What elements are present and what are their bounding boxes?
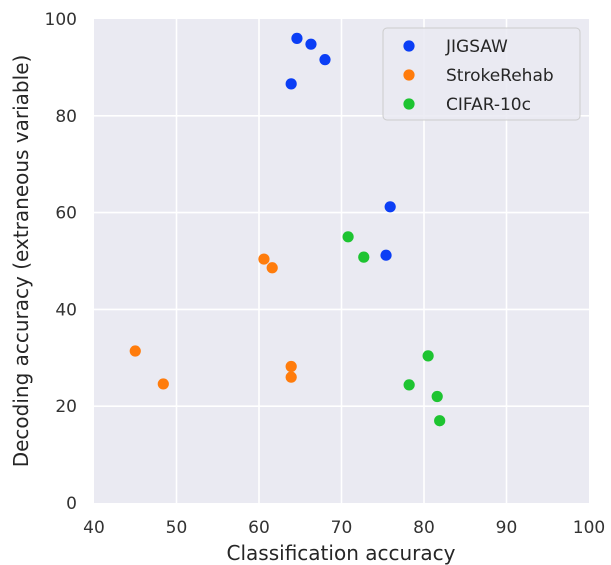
- legend-label-jigsaw: JIGSAW: [445, 37, 508, 57]
- point-cifar-10c: [342, 231, 354, 243]
- point-cifar-10c: [434, 415, 446, 427]
- data-points: [129, 32, 446, 427]
- point-strokerehab: [157, 378, 169, 390]
- x-tick-label: 100: [573, 518, 605, 538]
- x-tick-label: 40: [83, 518, 105, 538]
- y-tick-label: 60: [55, 204, 77, 224]
- point-jigsaw: [305, 38, 317, 50]
- legend-marker-strokerehab: [403, 69, 415, 81]
- y-axis-label: Decoding accuracy (extraneous variable): [9, 55, 33, 468]
- point-jigsaw: [291, 32, 303, 44]
- legend-label-strokerehab: StrokeRehab: [446, 66, 554, 86]
- point-jigsaw: [319, 54, 331, 66]
- y-tick-label: 80: [55, 107, 77, 127]
- x-tick-label: 90: [496, 518, 518, 538]
- y-tick-label: 20: [55, 397, 77, 417]
- legend: JIGSAW StrokeRehab CIFAR-10c: [382, 27, 581, 121]
- x-tick-label: 50: [166, 518, 188, 538]
- point-strokerehab: [285, 360, 297, 373]
- x-axis-label: Classification accuracy: [227, 541, 456, 565]
- legend-box: [382, 27, 581, 121]
- y-tick-label: 100: [45, 10, 77, 30]
- point-strokerehab: [129, 345, 141, 357]
- point-cifar-10c: [358, 251, 370, 263]
- x-tick-label: 80: [413, 518, 435, 538]
- legend-label-cifar-10c: CIFAR-10c: [446, 95, 531, 115]
- point-strokerehab: [258, 253, 270, 265]
- point-jigsaw: [384, 201, 396, 213]
- point-cifar-10c: [431, 390, 443, 403]
- point-strokerehab: [266, 262, 278, 274]
- point-cifar-10c: [422, 350, 434, 362]
- point-strokerehab: [285, 371, 297, 383]
- x-tick-label: 60: [248, 518, 270, 538]
- point-cifar-10c: [403, 379, 415, 391]
- legend-marker-jigsaw: [403, 40, 415, 52]
- x-tick-labels: 40 50 60 70 80 90 100: [83, 518, 605, 538]
- x-tick-label: 70: [331, 518, 353, 538]
- point-jigsaw: [285, 78, 297, 90]
- y-tick-label: 40: [55, 300, 77, 320]
- point-jigsaw: [380, 249, 392, 261]
- y-tick-label: 0: [66, 494, 77, 514]
- legend-marker-cifar-10c: [403, 98, 415, 110]
- y-tick-labels: 0 20 40 60 80 100: [45, 10, 77, 514]
